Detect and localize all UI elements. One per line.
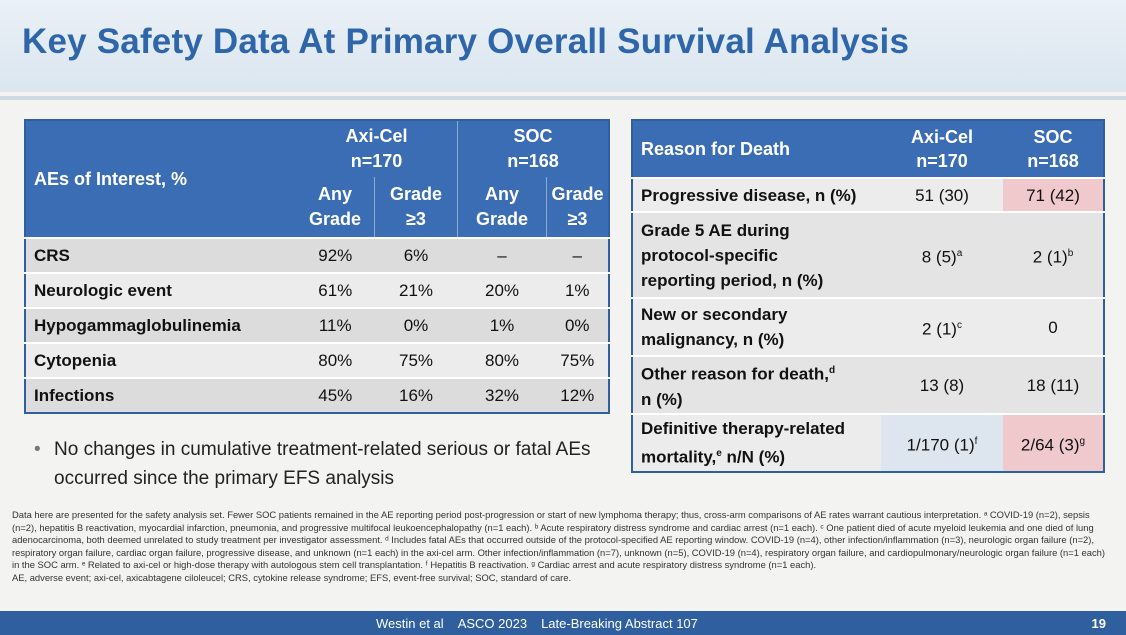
table-row: Cytopenia 80% 75% 80% 75% [25,342,609,378]
table-row: Grade 5 AE during protocol-specific report… [632,211,1104,298]
footnotes: Data here are presented for the safety a… [12,509,1106,583]
table-row: CRS 92% 6% – – [25,237,609,273]
slide-title: Key Safety Data At Primary Overall Survi… [22,22,910,61]
aes-header: AEs of Interest, % [25,120,296,238]
soc-header: SOC n=168 [1003,120,1104,178]
reason-for-death-table: Reason for Death Axi-Cel n=170 SOC n=168 P… [631,119,1105,473]
axicel-header: Axi-Cel n=170 [881,120,1003,178]
reason-header: Reason for Death [632,120,881,178]
soc-grade3-header: Grade ≥3 [546,177,609,238]
axicel-any-grade-header: Any Grade [296,177,375,238]
title-band [0,0,1126,92]
table-row: Definitive therapy-related mortality,e n/… [632,413,1104,472]
page-number: 19 [1091,616,1106,631]
table-row: Progressive disease, n (%) 51 (30) 71 (4… [632,177,1104,212]
table-row: New or secondary malignancy, n (%) 2 (1)c… [632,297,1104,356]
footer-citation: Westin et al ASCO 2023 Late-Breaking Abstr… [376,616,698,631]
table-row: Neurologic event 61% 21% 20% 1% [25,272,609,308]
table-row: Hypogammaglobulinemia 11% 0% 1% 0% [25,307,609,343]
axicel-grade3-header: Grade ≥3 [374,177,458,238]
soc-any-grade-header: Any Grade [457,177,547,238]
title-divider [0,96,1126,100]
soc-group-header: SOC n=168 [457,120,609,177]
footer-bar [0,611,1126,635]
table-row: Other reason for death,d n (%) 13 (8) 18 … [632,355,1104,414]
bullet-icon: • [34,439,41,460]
axicel-group-header: Axi-Cel n=170 [296,120,458,177]
table-row: Infections 45% 16% 32% 12% [25,377,609,413]
aes-of-interest-table: AEs of Interest, % Axi-Cel n=170 SOC n=1… [24,119,610,414]
